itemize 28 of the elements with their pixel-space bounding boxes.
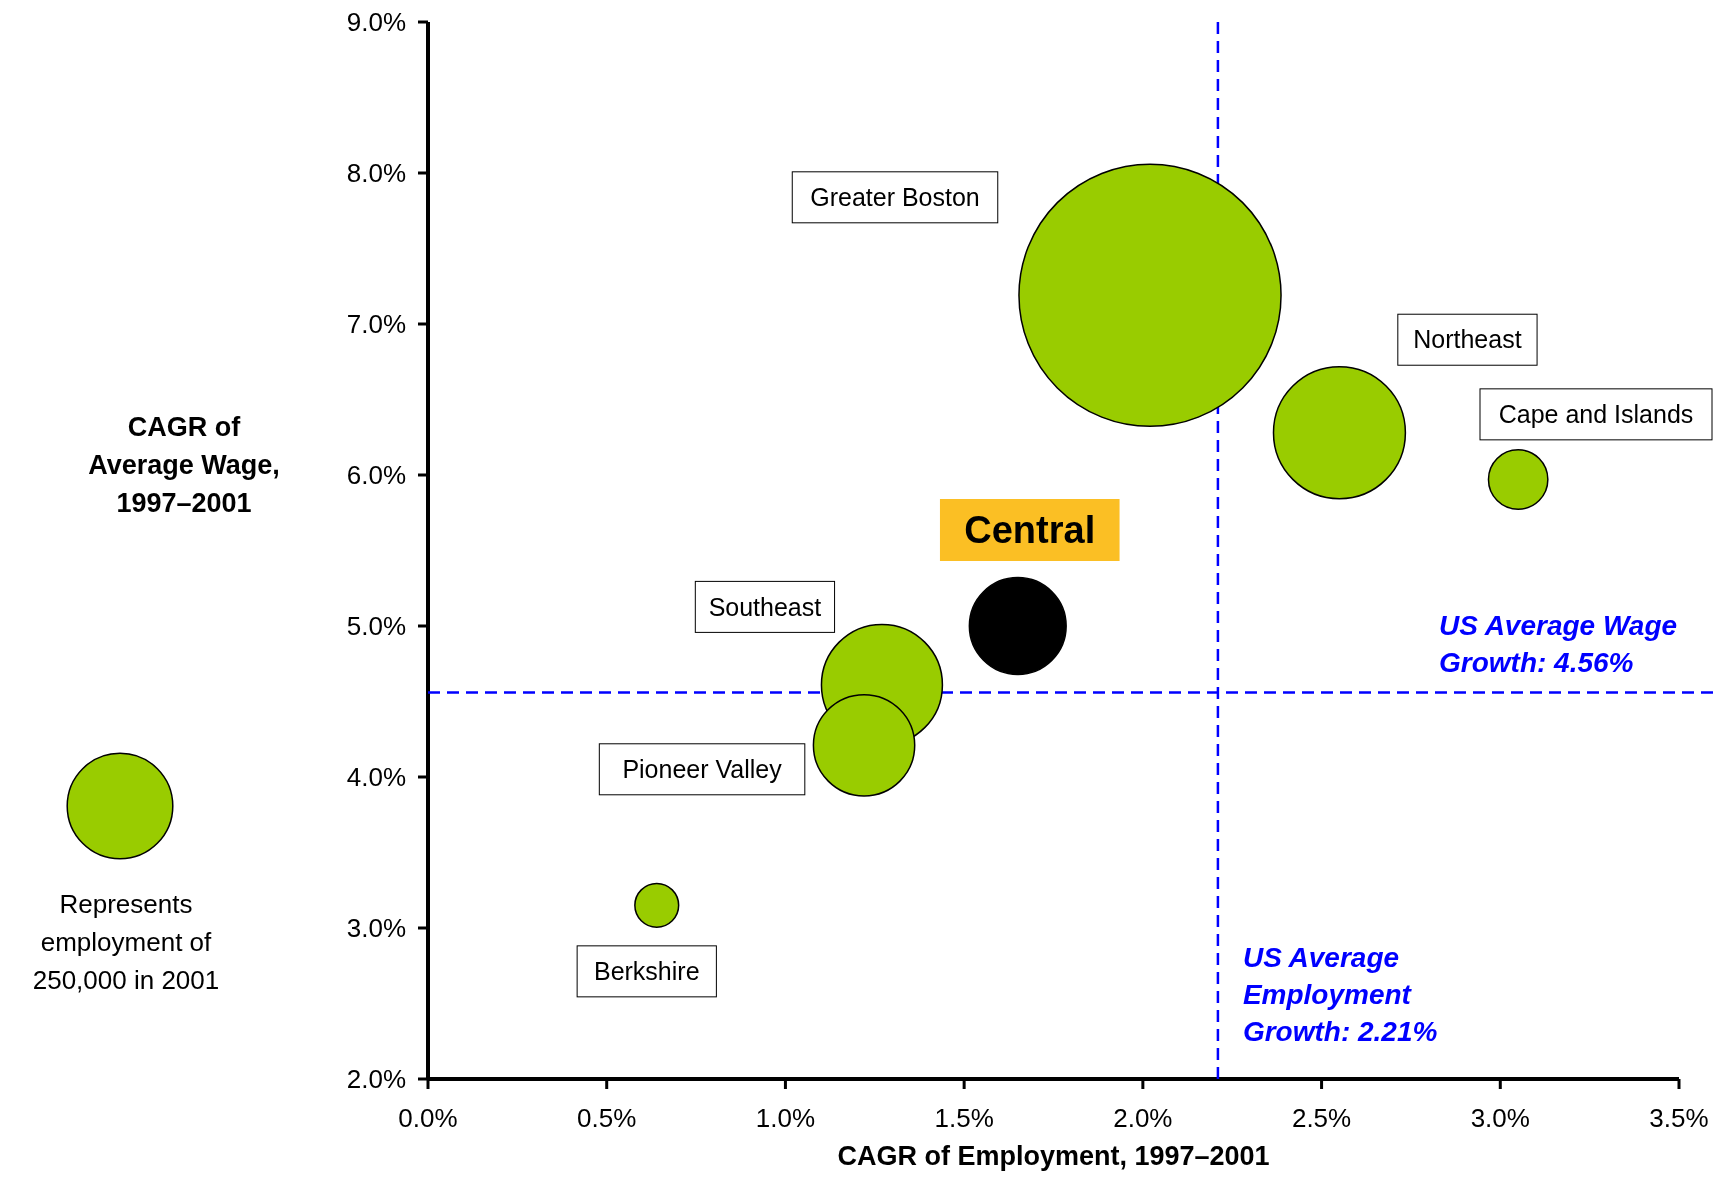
x-axis-title: CAGR of Employment, 1997–2001 bbox=[837, 1141, 1270, 1171]
x-tick-label: 3.0% bbox=[1470, 1103, 1530, 1133]
x-tick-label: 2.5% bbox=[1291, 1103, 1352, 1133]
y-tick-label: 4.0% bbox=[346, 762, 406, 793]
series-label: Berkshire bbox=[593, 957, 700, 986]
y-tick-label: 3.0% bbox=[346, 913, 406, 944]
legend-label: Represents employment of 250,000 in 2001 bbox=[32, 889, 220, 995]
text: Greater Boston bbox=[810, 183, 980, 212]
x-tick-label: 0.0% bbox=[398, 1103, 458, 1133]
y-tick-label: 5.0% bbox=[346, 611, 406, 642]
y-tick-label: 2.0% bbox=[346, 1064, 406, 1095]
y-tick-label: 9.0% bbox=[346, 7, 406, 38]
series-label: Southeast bbox=[708, 592, 822, 621]
y-tick-label: 7.0% bbox=[346, 309, 406, 340]
ref-line-label: US Average Wage Growth: 4.56% bbox=[1439, 610, 1678, 679]
ref-line-label: US Average Employment Growth: 2.21% bbox=[1242, 942, 1438, 1047]
series-label: Cape and Islands bbox=[1498, 400, 1694, 429]
series-label: Pioneer Valley bbox=[622, 755, 783, 784]
series-label: Northeast bbox=[1413, 325, 1522, 354]
x-tick-label: 1.0% bbox=[755, 1103, 816, 1133]
x-tick-label: 2.0% bbox=[1113, 1103, 1173, 1133]
series-label: Central bbox=[964, 509, 1096, 552]
y-tick-label: 8.0% bbox=[346, 158, 406, 189]
x-tick-label: 0.5% bbox=[577, 1103, 637, 1133]
x-tick-label: 3.5% bbox=[1649, 1103, 1709, 1133]
x-tick-label: 1.5% bbox=[934, 1103, 994, 1133]
y-axis-title: CAGR of Average Wage, 1997–2001 bbox=[88, 412, 280, 518]
y-tick-label: 6.0% bbox=[346, 460, 406, 491]
